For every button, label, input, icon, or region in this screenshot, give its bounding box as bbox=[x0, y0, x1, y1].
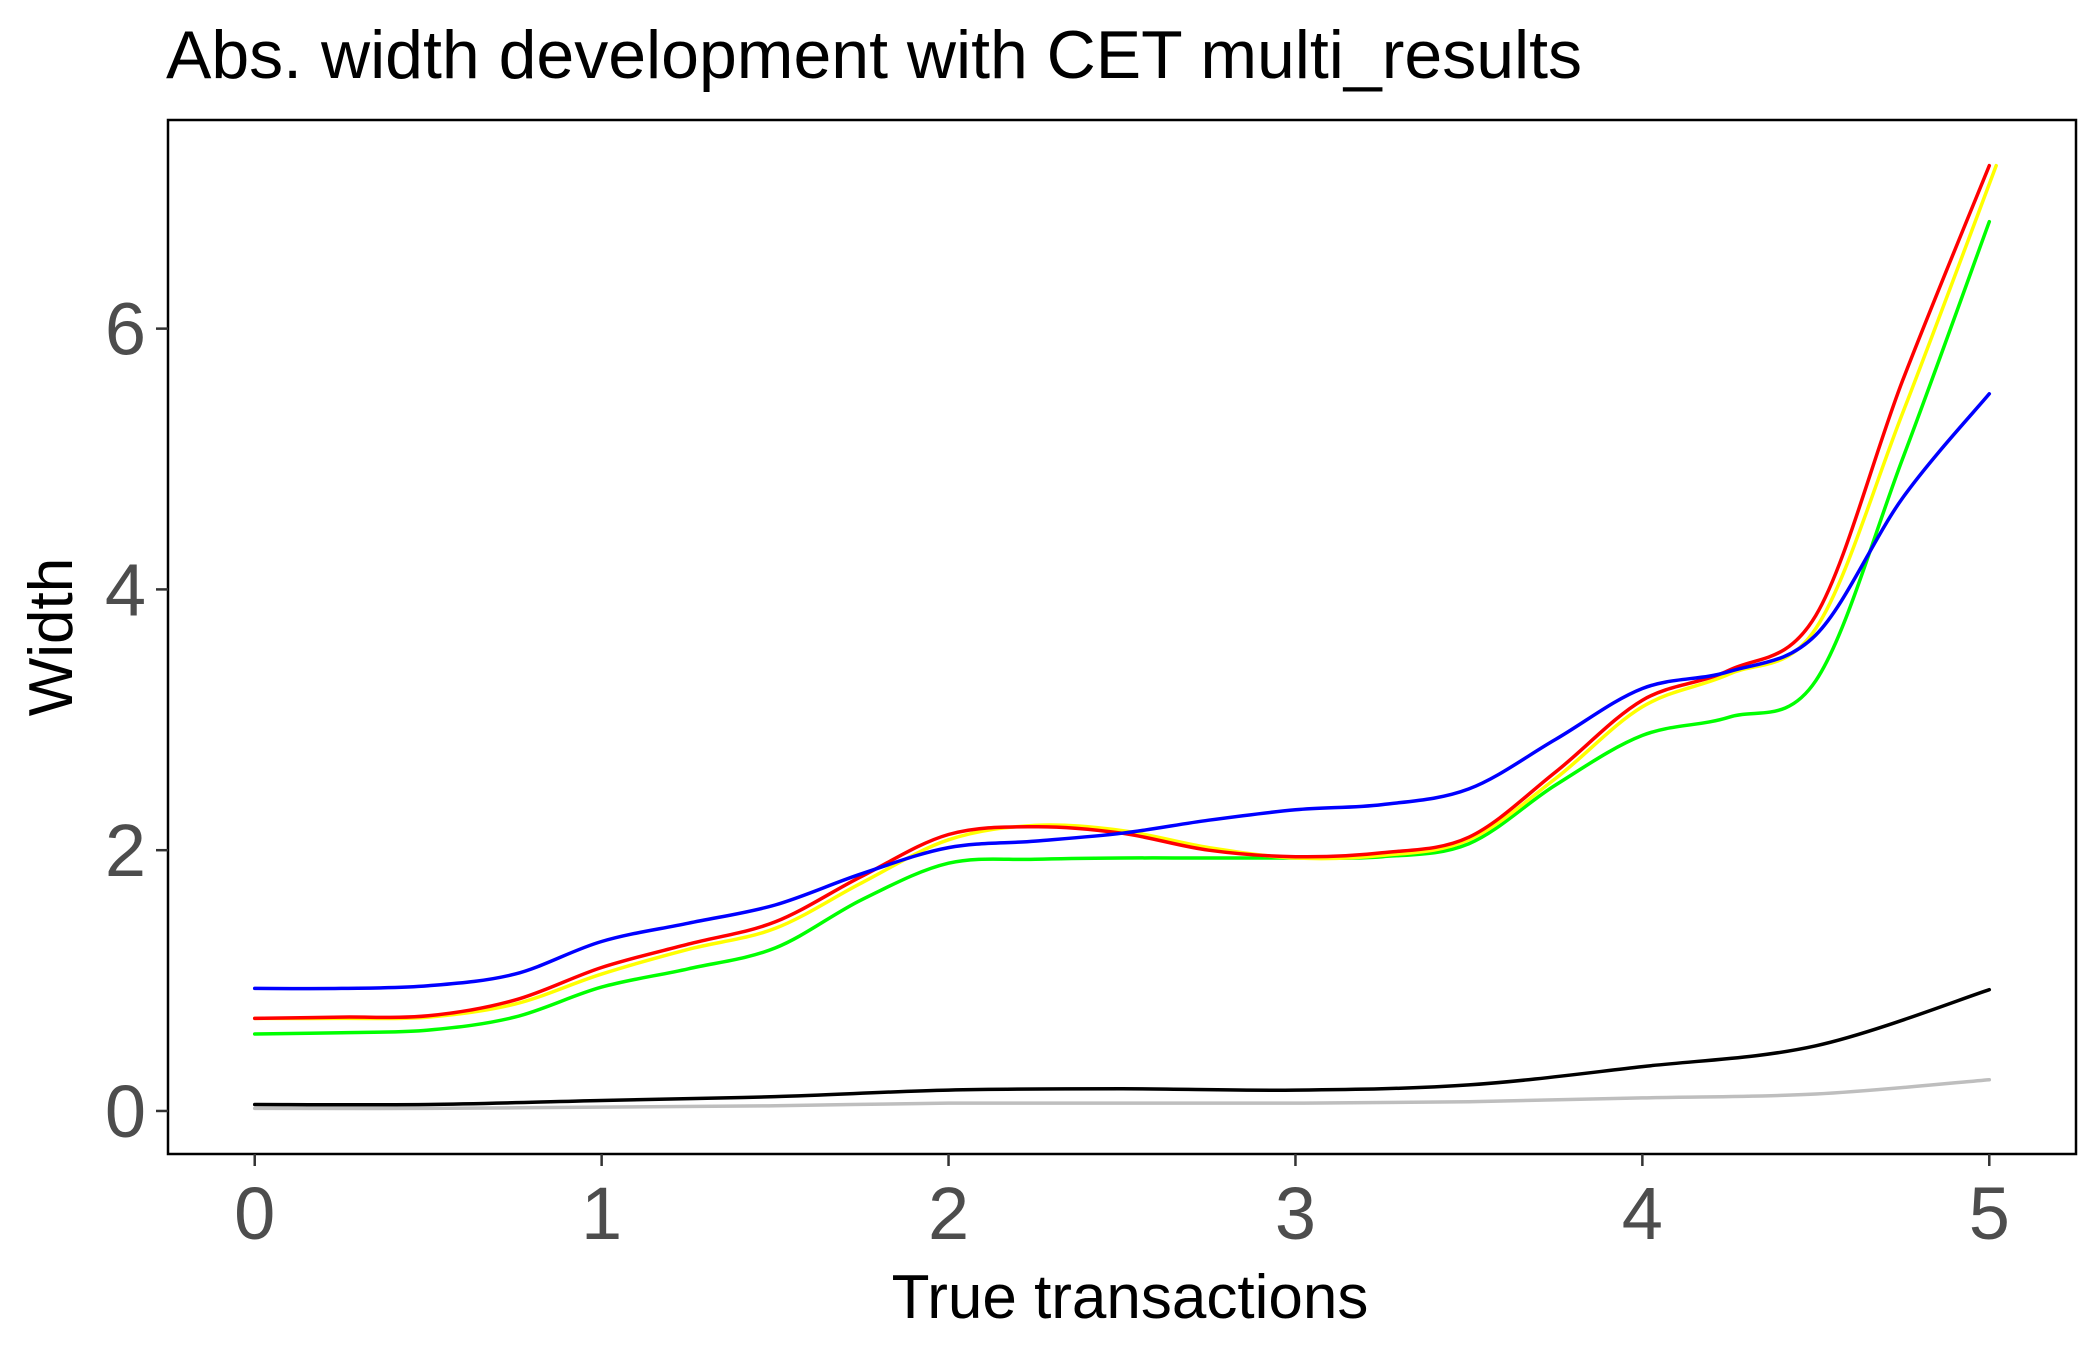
series-line-3 bbox=[252, 219, 1992, 1036]
x-tick-label: 1 bbox=[581, 1172, 622, 1255]
y-tick-label: 0 bbox=[105, 1070, 146, 1153]
plot-area bbox=[166, 118, 2078, 1156]
series-line-5 bbox=[252, 987, 1992, 1107]
y-tick-label: 4 bbox=[105, 548, 146, 631]
y-tick-label: 2 bbox=[105, 809, 146, 892]
x-tick-label: 3 bbox=[1275, 1172, 1316, 1255]
chart-title: Abs. width development with CET multi_re… bbox=[166, 17, 1582, 93]
series-line-4 bbox=[252, 392, 1992, 991]
x-tick-label: 2 bbox=[928, 1172, 969, 1255]
series-line-6 bbox=[252, 1077, 1992, 1111]
plot-panel bbox=[166, 118, 2078, 1156]
x-axis: 0 1 2 3 4 5 bbox=[234, 1154, 2010, 1255]
series-line-1 bbox=[252, 163, 1992, 1021]
x-tick-label: 0 bbox=[234, 1172, 275, 1255]
y-axis-title: Width bbox=[17, 558, 86, 716]
x-tick-label: 4 bbox=[1622, 1172, 1663, 1255]
y-tick-label: 6 bbox=[105, 288, 146, 371]
y-axis: 0 2 4 6 bbox=[105, 288, 168, 1153]
x-axis-title: True transactions bbox=[892, 1263, 1369, 1332]
x-tick-label: 5 bbox=[1969, 1172, 2010, 1255]
